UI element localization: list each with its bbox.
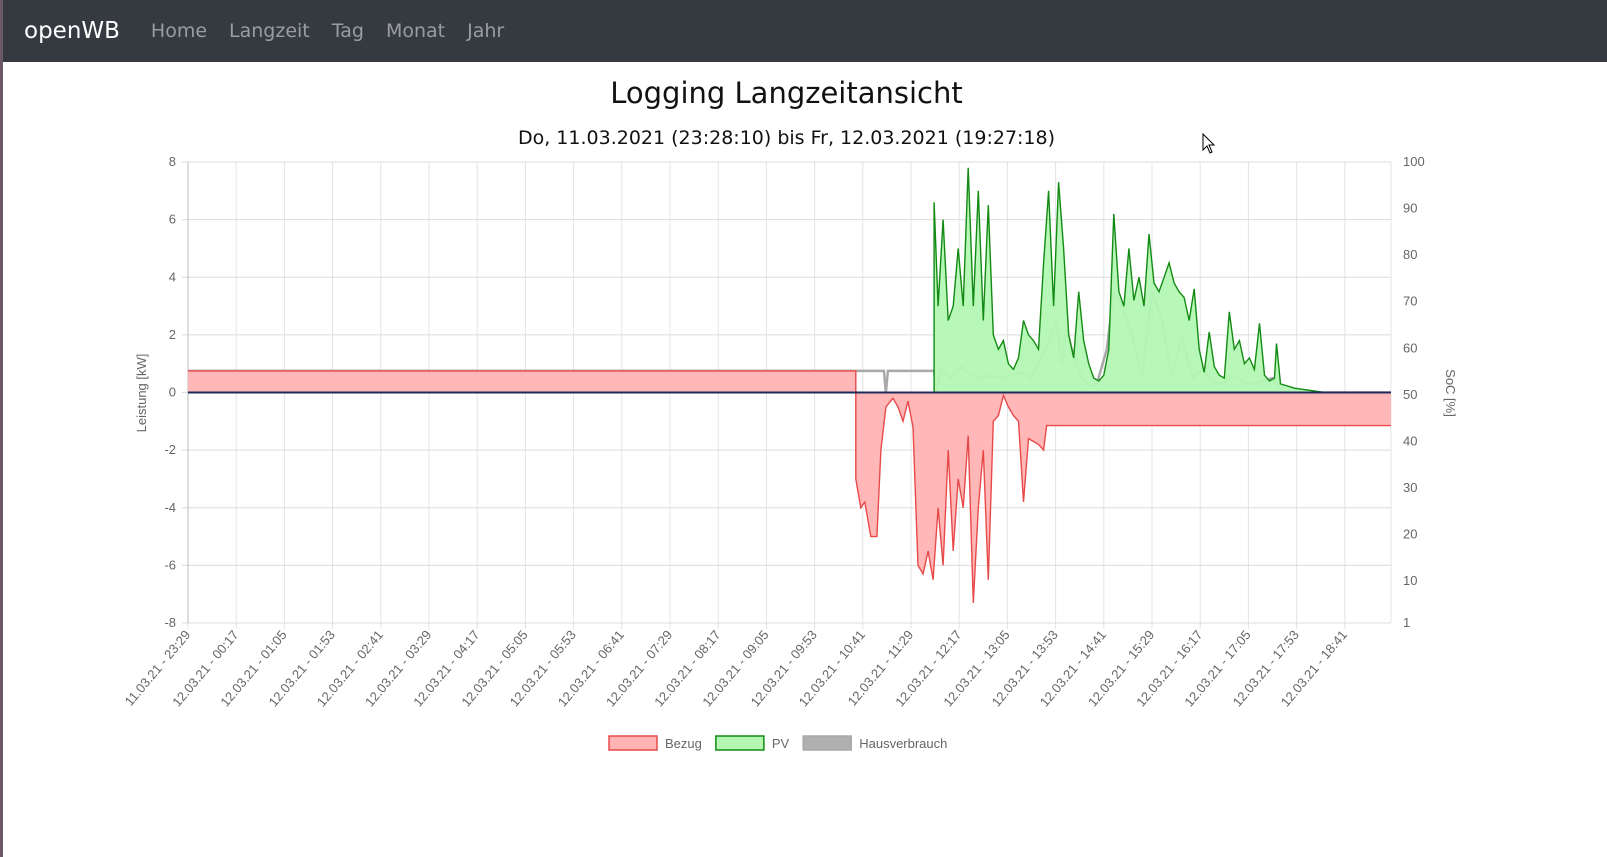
y-axis-label: Leistung [kW]: [134, 354, 149, 433]
legend-label-bezug: Bezug: [665, 736, 702, 751]
y-tick-label: 6: [169, 212, 176, 227]
y2-tick-label: 80: [1403, 247, 1417, 262]
y2-tick-label: 50: [1403, 387, 1417, 402]
y-tick-label: -2: [164, 442, 176, 457]
nav-home[interactable]: Home: [150, 20, 208, 42]
legend-swatch-pv: [715, 735, 765, 751]
y2-tick-label: 30: [1403, 480, 1417, 495]
nav-monat[interactable]: Monat: [385, 20, 446, 42]
y2-tick-label: 100: [1403, 154, 1425, 169]
legend-swatch-bezug: [608, 735, 658, 751]
y2-tick-label: 40: [1403, 433, 1417, 448]
y-tick-label: 4: [169, 269, 176, 284]
y2-tick-label: 70: [1403, 294, 1417, 309]
navbar: openWB Home Langzeit Tag Monat Jahr: [3, 0, 1607, 62]
y2-tick-label: 60: [1403, 340, 1417, 355]
y2-tick-label: 1: [1403, 615, 1410, 630]
window-edge: [0, 0, 3, 857]
y2-tick-label: 20: [1403, 527, 1417, 542]
y2-tick-label: 10: [1403, 573, 1417, 588]
brand-logo[interactable]: openWB: [24, 18, 120, 44]
y-tick-label: 2: [169, 327, 176, 342]
date-range: Do, 11.03.2021 (23:28:10) bis Fr, 12.03.…: [517, 127, 1056, 149]
nav-langzeit[interactable]: Langzeit: [229, 20, 310, 42]
y-tick-label: 0: [169, 385, 176, 400]
series-line-bezug: [188, 370, 1391, 603]
series-area-pv: [188, 167, 1391, 393]
y2-tick-label: 90: [1403, 201, 1417, 216]
y-tick-label: 8: [169, 154, 176, 169]
y-tick-label: -6: [164, 557, 176, 572]
nav-tag[interactable]: Tag: [331, 20, 364, 42]
y-tick-label: -4: [164, 500, 176, 515]
legend-swatch-hausverbrauch: [802, 735, 852, 751]
page-title: Logging Langzeitansicht: [610, 76, 963, 110]
y-tick-label: -8: [164, 615, 176, 630]
legend-label-pv: PV: [772, 736, 790, 751]
y2-axis-label: SoC [%]: [1443, 369, 1458, 417]
mouse-cursor-icon: [1202, 132, 1216, 154]
legend-label-hausverbrauch: Hausverbrauch: [859, 736, 947, 751]
series-line-pv: [188, 167, 1391, 394]
series-area-bezug: [188, 370, 1391, 603]
nav-jahr[interactable]: Jahr: [467, 20, 505, 42]
